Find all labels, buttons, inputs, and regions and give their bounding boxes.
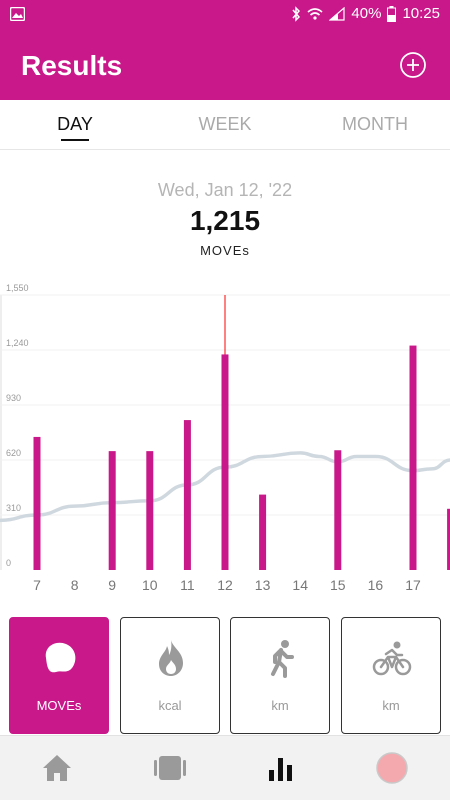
page-title: Results [21,50,123,81]
selected-value: 1,215 [189,205,261,236]
battery-percent: 40% [351,5,382,22]
tab-indicator [61,139,89,141]
x-tick-label: 13 [255,577,271,593]
bar-11 [183,420,191,570]
tab-day[interactable]: DAY [57,114,93,134]
x-tick-label: 14 [292,577,308,593]
signal-icon [329,6,346,21]
y-tick-label: 1,240 [6,338,29,348]
metric-tile-moves[interactable]: MOVEs [9,617,109,734]
trend-line [0,451,450,523]
x-tick-label: 10 [142,577,158,593]
record-icon[interactable] [372,748,412,788]
y-tick-label: 1,550 [6,283,29,293]
bar-13 [259,494,267,570]
metric-label: kcal [158,698,182,713]
x-tick-label: 8 [71,577,79,593]
cyclist-icon [372,641,412,676]
x-tick-label: 16 [368,577,384,593]
bar-12 [221,354,229,570]
x-tick-label: 12 [217,577,233,593]
bar-7 [33,436,41,570]
selected-unit: MOVEs [200,243,250,258]
bottom-nav [0,735,450,800]
y-tick-label: 620 [6,448,21,458]
selected-date: Wed, Jan 12, '22 [157,180,293,200]
flame-icon [159,640,183,676]
bar-15 [334,450,342,570]
bar-18 [447,508,450,570]
moves-bar-chart[interactable]: 1,550 1,240 930 620 310 0 7 8 9 10 11 12 13 14 15 16 17 [0,280,450,600]
y-tick-label: 310 [6,503,21,513]
bar-10 [146,451,154,570]
x-tick-label: 9 [108,577,116,593]
image-notification-icon [10,7,25,21]
home-icon[interactable] [37,748,77,788]
x-tick-label: 15 [330,577,346,593]
moves-blob-icon [45,642,76,673]
bar-9 [108,451,116,570]
clock: 10:25 [402,5,440,22]
tab-week[interactable]: WEEK [198,114,252,134]
device-icon[interactable] [150,748,190,788]
metric-tile-walk-km[interactable]: km [230,617,330,734]
y-tick-label: 0 [6,558,11,568]
bluetooth-icon [292,5,301,22]
add-button[interactable] [400,52,426,78]
y-tick-label: 930 [6,393,21,403]
period-tabs: DAY WEEK MONTH [0,100,450,150]
x-tick-label: 17 [405,577,421,593]
metric-tile-bike-km[interactable]: km [341,617,441,734]
metric-tile-kcal[interactable]: kcal [120,617,220,734]
x-tick-label: 11 [180,577,195,593]
metric-label: km [271,698,289,713]
bar-17 [409,345,417,570]
metric-label: MOVEs [36,698,82,713]
app-bar: Results [0,30,450,100]
walking-person-icon [271,640,294,678]
battery-icon [387,5,397,22]
x-tick-label: 7 [33,577,41,593]
bar-chart-icon[interactable] [261,748,301,788]
tab-month[interactable]: MONTH [342,114,408,134]
status-bar: 40% 10:25 [0,0,450,30]
metric-label: km [382,698,400,713]
metric-tiles: MOVEs kcal km km [0,615,450,735]
wifi-icon [307,7,323,20]
status-right: 40% 10:25 [291,5,440,22]
